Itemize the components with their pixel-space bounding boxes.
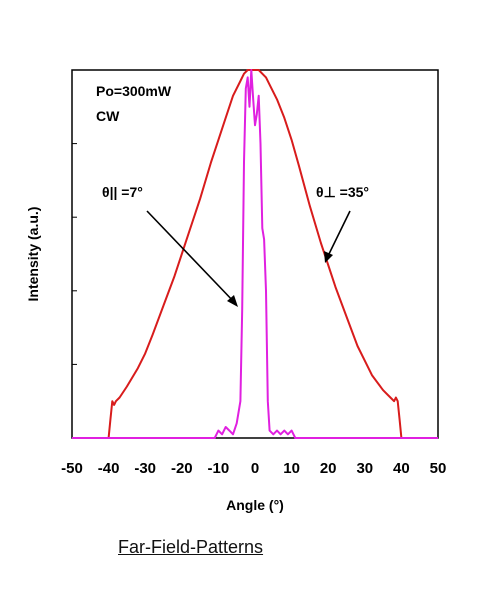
theta-parallel-label: θ|| =7° [102, 184, 143, 200]
x-axis-tick-labels: -50 -40 -30 -20 -10 0 10 20 30 40 50 [61, 460, 446, 477]
y-axis-title: Intensity (a.u.) [25, 207, 41, 302]
x-tick-label: 0 [251, 460, 259, 477]
series-layer [72, 69, 438, 439]
perpendicular-beam-line [72, 69, 438, 439]
x-tick-label: 50 [430, 460, 447, 477]
x-axis-title: Angle (°) [226, 497, 284, 513]
x-tick-label: 10 [283, 460, 300, 477]
y-axis-ticks [72, 143, 77, 365]
mode-annotation: CW [96, 108, 120, 124]
theta-parallel-arrow [146, 210, 238, 307]
x-tick-label: 30 [356, 460, 373, 477]
x-tick-label: -20 [171, 460, 193, 477]
x-tick-label: -10 [208, 460, 230, 477]
x-tick-label: -50 [61, 460, 83, 477]
theta-perp-label: θ⊥ =35° [316, 184, 369, 200]
power-annotation: Po=300mW [96, 83, 172, 99]
figure-caption: Far-Field-Patterns [118, 537, 264, 557]
x-tick-label: 20 [320, 460, 337, 477]
x-tick-label: 40 [393, 460, 410, 477]
x-tick-label: -30 [134, 460, 156, 477]
x-tick-label: -40 [98, 460, 120, 477]
parallel-beam-line [72, 69, 438, 439]
theta-perp-arrow [324, 210, 351, 263]
